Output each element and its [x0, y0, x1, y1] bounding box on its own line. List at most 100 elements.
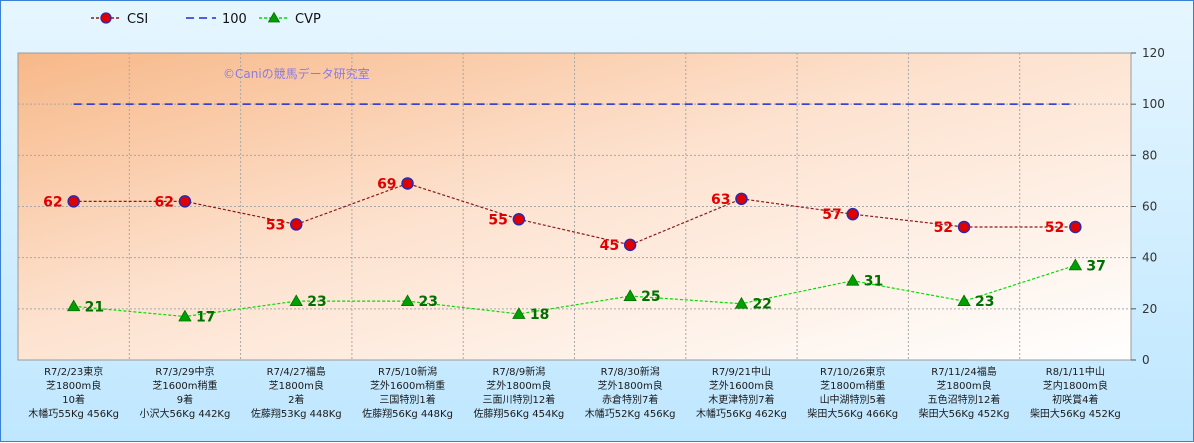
cvp-point [623, 289, 637, 301]
x-tick-label-line: 五色沼特別12着 [928, 393, 1001, 406]
x-tick-label-line: 初咲賞4着 [1052, 393, 1098, 406]
x-tick-label-line: R7/9/21中山 [712, 365, 771, 378]
legend-label: 100 [222, 12, 247, 27]
x-tick-label-line: R7/5/10新潟 [378, 365, 437, 378]
watermark: ©Caniの競馬データ研究室 [223, 66, 370, 81]
x-tick-label-line: 芝1600m稍重 [152, 379, 217, 392]
x-tick-label-line: R7/4/27福島 [267, 365, 326, 378]
x-tick-label-line: 芝外1800m良 [598, 379, 663, 392]
x-tick-label-line: R7/2/23東京 [44, 365, 103, 378]
cvp-point [512, 307, 526, 319]
cvp-data-label: 23 [975, 294, 994, 310]
x-tick-label-line: 山中湖特別5着 [820, 393, 886, 406]
y-tick-label: 80 [1142, 148, 1157, 162]
x-tick-label-line: 芝内1800m良 [1043, 379, 1108, 392]
cvp-point [66, 299, 81, 312]
y-axis: 0 20 40 60 80 100 120 [1131, 46, 1165, 367]
y-tick-label: 60 [1142, 200, 1157, 214]
legend-item-csi: CSI [91, 12, 148, 27]
x-tick-label-line: 三国特別1着 [379, 393, 435, 406]
csi-point [623, 238, 637, 252]
csi-data-label: 63 [711, 192, 730, 208]
x-tick-label-line: 柴田大56Kg 452Kg [1030, 407, 1121, 420]
x-tick-label-line: 2着 [288, 393, 304, 406]
csi-data-label: 45 [600, 238, 619, 254]
x-tick-label-line: R7/11/24福島 [931, 365, 997, 378]
csi-data-label: 53 [266, 217, 285, 233]
x-tick-label-line: 佐藤翔56Kg 454Kg [473, 407, 564, 420]
x-tick-label-line: R7/10/26東京 [820, 365, 886, 378]
x-tick-label-line: 柴田大56Kg 452Kg [919, 407, 1010, 420]
cvp-data-label: 23 [307, 294, 326, 310]
x-tick-label-line: 10着 [62, 393, 85, 406]
cvp-point [400, 294, 415, 307]
cvp-data-label: 37 [1086, 258, 1105, 274]
csi-data-label: 62 [154, 194, 173, 210]
csi-point [512, 213, 526, 226]
x-tick-label-line: 芝外1600m稍重 [370, 379, 445, 392]
grid [18, 53, 1131, 360]
x-tick-label-line: 柴田大56Kg 466Kg [807, 407, 898, 420]
x-tick-label-line: 木更津特別7着 [708, 393, 774, 406]
csi-point [735, 192, 748, 206]
x-tick-label-line: 9着 [177, 393, 193, 406]
csi-data-label: 55 [488, 212, 507, 228]
x-tick-label-line: R7/8/9新潟 [492, 365, 545, 378]
x-tick-label-line: R8/1/11中山 [1046, 365, 1105, 378]
csi-point [178, 195, 192, 208]
series-line-csi [73, 182, 1076, 246]
cvp-data-label: 22 [752, 297, 771, 313]
cvp-data-label: 18 [530, 307, 549, 323]
x-tick-label-line: 佐藤翔53Kg 448Kg [251, 407, 342, 420]
y-tick-label: 120 [1142, 46, 1165, 60]
csi-point [846, 207, 859, 221]
cvp-point [289, 294, 303, 307]
cvp-data-label: 23 [419, 294, 438, 310]
legend-label: CVP [295, 12, 321, 27]
csi-data-label: 52 [934, 220, 953, 236]
csi-data-label: 52 [1045, 220, 1064, 236]
x-tick-label-line: 芝外1800m良 [486, 379, 551, 392]
csi-point [1069, 220, 1082, 234]
cvp-data-label: 17 [196, 310, 215, 326]
y-tick-label: 40 [1142, 251, 1157, 265]
csi-data-label: 69 [377, 176, 396, 192]
cvp-point [734, 296, 749, 309]
cvp-point [957, 294, 971, 307]
csi-point [290, 218, 303, 231]
x-tick-label-line: 木幡巧55Kg 456Kg [28, 407, 119, 420]
x-tick-label-line: 木幡巧52Kg 456Kg [585, 407, 676, 420]
legend-marker [267, 11, 281, 23]
series: 62 62 53 69 55 45 63 57 52 52 21 17 23 23 18 25 22 31 23 37 [43, 103, 1106, 326]
x-tick-label-line: 芝1800m良 [936, 379, 991, 392]
y-tick-label: 100 [1142, 97, 1165, 111]
x-tick-label-line: R7/3/29中京 [155, 365, 214, 378]
x-tick-label-line: 芝1800m良 [46, 379, 101, 392]
x-tick-label-line: 赤倉特別7着 [602, 393, 658, 406]
cvp-point [846, 273, 860, 286]
cvp-data-label: 21 [85, 299, 104, 315]
legend-item-cvp: CVP [259, 11, 321, 27]
csi-data-label: 62 [43, 194, 62, 210]
cvp-point [178, 309, 192, 322]
csi-point [67, 195, 80, 208]
cvp-data-label: 25 [641, 289, 660, 305]
legend: CSI 100 CVP [91, 11, 321, 27]
x-tick-label-line: 木幡巧56Kg 462Kg [696, 407, 787, 420]
x-tick-label-line: 小沢大56Kg 442Kg [140, 407, 231, 420]
cvp-data-label: 31 [864, 274, 883, 290]
csi-point [957, 220, 971, 234]
csi-point [401, 177, 414, 190]
